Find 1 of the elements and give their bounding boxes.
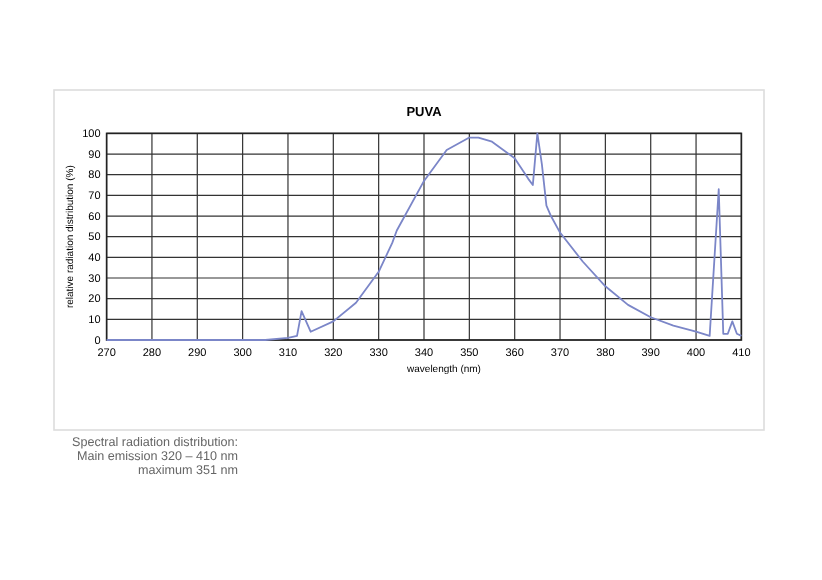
line-series (105, 132, 743, 341)
